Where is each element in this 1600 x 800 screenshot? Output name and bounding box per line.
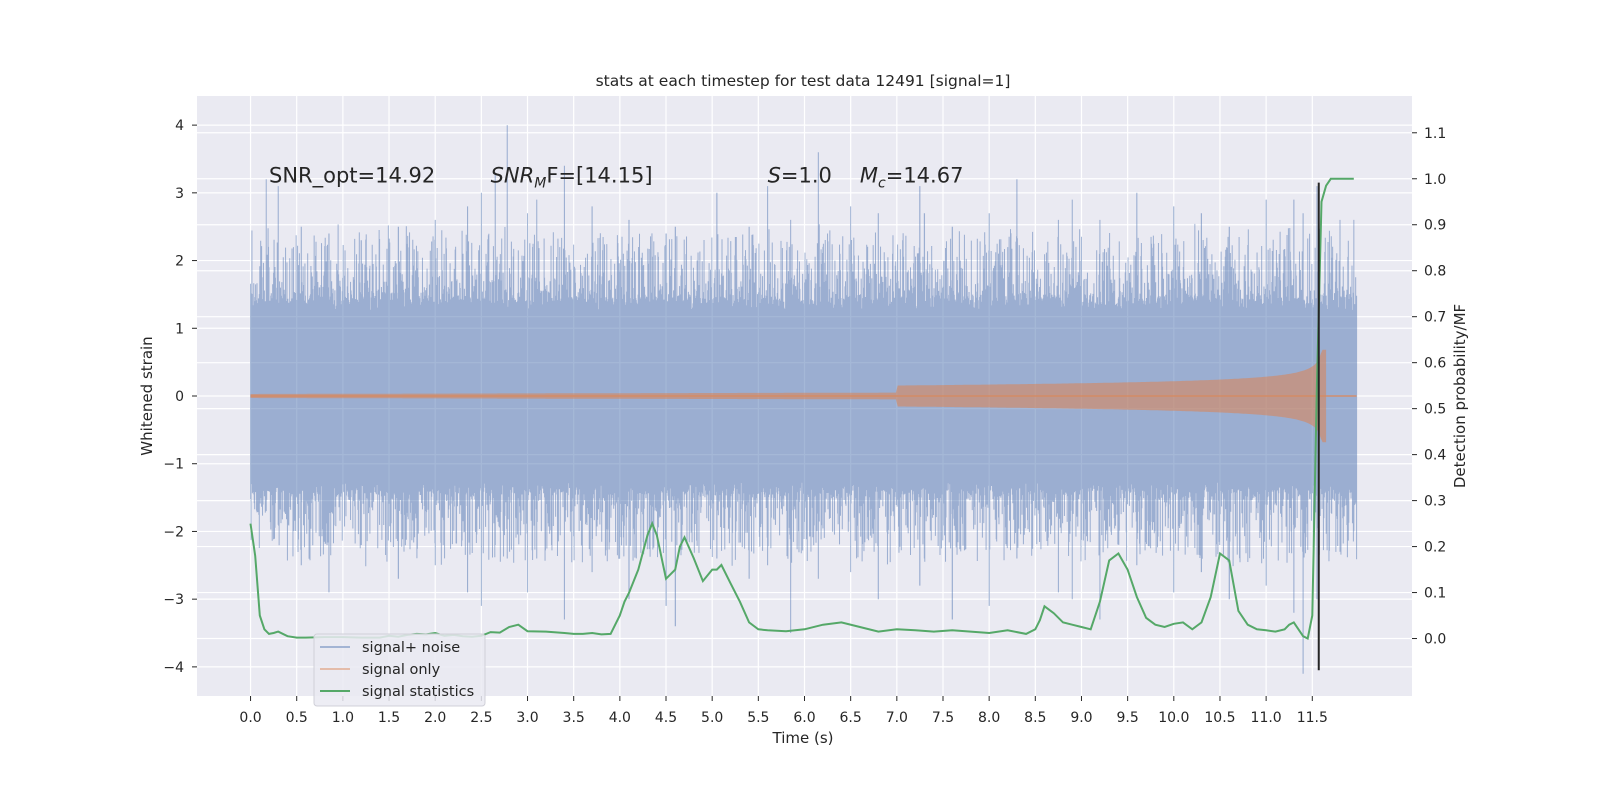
x-tick-label: 4.0: [609, 710, 631, 726]
x-tick-label: 2.5: [470, 710, 492, 726]
signal-statistics-line: [249, 177, 1354, 640]
x-tick-label: 6.5: [840, 710, 862, 726]
x-tick-label: 1.0: [332, 710, 354, 726]
y2-tick-label: 0.4: [1424, 448, 1446, 464]
x-tick-label: 5.0: [701, 710, 723, 726]
annotation-text: SNRMF=[14.15]: [491, 163, 653, 191]
annotation-text: S=1.0: [768, 163, 832, 187]
x-tick-label: 11.5: [1297, 710, 1328, 726]
x-tick-label: 6.0: [793, 710, 815, 726]
x-axis: 0.0 0.5 1.0 1.5 2.0 2.5 3.0 3.5 4.0 4.5 5.0 5.5 6.0 6…: [239, 696, 1328, 726]
x-tick-label: 7.0: [886, 710, 908, 726]
y2-tick-label: 0.2: [1424, 540, 1446, 556]
chart-title: stats at each timestep for test data 124…: [596, 72, 1011, 90]
y2-tick-label: 0.6: [1424, 356, 1446, 372]
x-tick-label: 8.5: [1024, 710, 1046, 726]
x-tick-label: 0.0: [239, 710, 261, 726]
y2-tick-label: 0.3: [1424, 494, 1446, 510]
annotations: SNR_opt=14.92 SNRMF=[14.15] S=1.0 Mc=14.67: [269, 163, 963, 191]
x-tick-label: 0.5: [286, 710, 308, 726]
x-tick-label: 10.5: [1204, 710, 1235, 726]
y2-tick-label: 0.9: [1424, 218, 1446, 234]
y-tick-label: 3: [175, 186, 184, 202]
x-axis-label: Time (s): [772, 729, 834, 747]
x-tick-label: 9.5: [1117, 710, 1139, 726]
x-tick-label: 3.5: [563, 710, 585, 726]
legend-box: [313, 633, 486, 707]
y-tick-label: 0: [175, 389, 184, 405]
x-tick-label: 7.5: [932, 710, 954, 726]
y-tick-label: −1: [163, 457, 184, 473]
y-tick-label: 2: [175, 254, 184, 270]
x-tick-label: 1.5: [378, 710, 400, 726]
legend-label: signal statistics: [362, 684, 474, 700]
annotation-text: Mc=14.67: [860, 163, 964, 191]
x-tick-label: 3.0: [516, 710, 538, 726]
y2-tick-label: 0.5: [1424, 402, 1446, 418]
x-tick-label: 4.5: [655, 710, 677, 726]
x-tick-label: 2.0: [424, 710, 446, 726]
signal-statistics-series: [249, 177, 1354, 640]
x-tick-label: 9.0: [1070, 710, 1092, 726]
y2-axis-label: Detection probability/MF: [1451, 304, 1469, 488]
y2-tick-label: 0.8: [1424, 264, 1446, 280]
legend: signal+ noise signal only signal statistic…: [313, 633, 486, 707]
y2-tick-label: 0.1: [1424, 586, 1446, 602]
annotation-text: SNR_opt=14.92: [269, 163, 435, 188]
y2-tick-label: 0.7: [1424, 310, 1446, 326]
signal-only-series: [250, 349, 1357, 443]
y2-tick-label: 1.1: [1424, 126, 1446, 142]
y-tick-label: −2: [163, 524, 184, 540]
x-tick-label: 10.0: [1158, 710, 1189, 726]
y2-tick-label: 1.0: [1424, 172, 1446, 188]
y-tick-label: −3: [163, 592, 184, 608]
x-tick-label: 8.0: [978, 710, 1000, 726]
y-tick-label: 4: [175, 118, 184, 134]
y-axis-right: 0.0 0.1 0.2 0.3 0.4 0.5 0.6 0.7 0.8 0.9 1.0 1.1: [1412, 126, 1446, 648]
x-tick-label: 11.0: [1251, 710, 1282, 726]
y-tick-label: 1: [175, 321, 184, 337]
legend-label: signal+ noise: [362, 640, 460, 656]
y2-tick-label: 0.0: [1424, 632, 1446, 648]
y-tick-label: −4: [163, 660, 184, 676]
y-axis-left: −4 −3 −2 −1 0 1 2 3 4: [163, 118, 197, 676]
y-axis-label: Whitened strain: [138, 336, 156, 455]
x-tick-label: 5.5: [747, 710, 769, 726]
legend-label: signal only: [362, 662, 441, 678]
